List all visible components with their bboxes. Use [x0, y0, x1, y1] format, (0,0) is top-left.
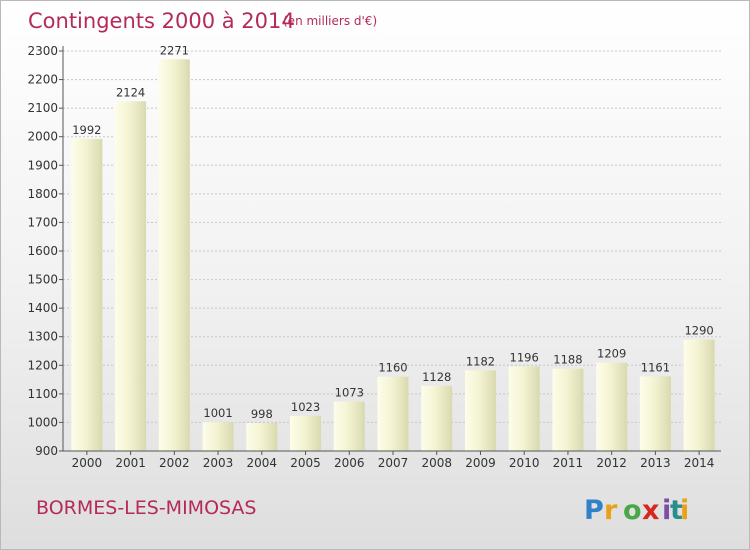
x-tick-label: 2010 [509, 456, 540, 470]
data-label: 1128 [422, 370, 451, 384]
data-label: 1073 [335, 386, 364, 400]
x-tick-label: 2005 [290, 456, 321, 470]
logo-letter: x [642, 495, 659, 526]
y-tick-label: 1600 [27, 244, 58, 258]
data-label: 1992 [72, 123, 101, 137]
data-label: 1160 [378, 361, 407, 375]
y-tick-label: 1200 [27, 358, 58, 372]
bar [71, 139, 103, 451]
logo-letter: i [680, 495, 689, 526]
data-label: 1290 [684, 324, 713, 338]
y-tick-label: 2300 [27, 44, 58, 58]
bar [246, 423, 278, 451]
logo-letter: r [604, 495, 618, 526]
commune-name: BORMES-LES-MIMOSAS [36, 497, 257, 519]
bar [464, 370, 496, 451]
bar [158, 59, 190, 452]
bar [596, 362, 628, 451]
x-tick-label: 2009 [465, 456, 496, 470]
data-label: 2271 [160, 43, 189, 57]
x-tick-label: 2003 [203, 456, 234, 470]
bar [508, 366, 540, 451]
bar [552, 368, 584, 451]
bar [421, 385, 453, 451]
bar [333, 401, 365, 451]
logo-letter: P [584, 495, 604, 526]
data-label: 1188 [553, 353, 582, 367]
value-labels: 1992 2124 2271 1001 998 1023 1073 1160 1128 1182 1… [72, 43, 714, 421]
bar [377, 376, 409, 451]
bar [290, 415, 322, 451]
data-label: 1182 [466, 354, 495, 368]
x-tick-label: 2002 [159, 456, 190, 470]
data-label: 2124 [116, 85, 145, 99]
x-tick-label: 2007 [378, 456, 409, 470]
y-axis-ticks: 900 1000 1100 1200 1300 1400 1500 1600 1700 1800 1… [27, 44, 63, 458]
x-tick-label: 2014 [684, 456, 715, 470]
x-tick-label: 2011 [553, 456, 584, 470]
x-tick-label: 2008 [421, 456, 452, 470]
chart-title: Contingents 2000 à 2014 [28, 9, 295, 33]
data-label: 1209 [597, 347, 626, 361]
logo-letter: t [670, 495, 683, 526]
y-tick-label: 1000 [27, 415, 58, 429]
y-tick-label: 1800 [27, 187, 58, 201]
data-label: 1196 [510, 350, 539, 364]
y-tick-label: 2000 [27, 130, 58, 144]
y-tick-label: 1900 [27, 158, 58, 172]
y-tick-label: 1500 [27, 273, 58, 287]
x-axis-ticks: 2000 2001 2002 2003 2004 2005 2006 2007 2008 2009… [72, 451, 715, 470]
chart-subtitle: (en milliers d'€) [283, 14, 377, 28]
logo-letter: o [623, 495, 642, 526]
y-tick-label: 2100 [27, 101, 58, 115]
bars [71, 59, 715, 452]
data-label: 1023 [291, 400, 320, 414]
bar [683, 339, 715, 451]
x-tick-label: 2006 [334, 456, 365, 470]
y-tick-label: 1400 [27, 301, 58, 315]
data-label: 1161 [641, 360, 670, 374]
bar [202, 422, 234, 451]
x-tick-label: 2012 [596, 456, 627, 470]
y-tick-label: 1300 [27, 330, 58, 344]
x-tick-label: 2001 [115, 456, 146, 470]
x-tick-label: 2013 [640, 456, 671, 470]
y-tick-label: 1700 [27, 215, 58, 229]
y-tick-label: 1100 [27, 387, 58, 401]
x-tick-label: 2000 [72, 456, 103, 470]
data-label: 998 [251, 407, 273, 421]
bar [639, 376, 671, 451]
y-tick-label: 2200 [27, 73, 58, 87]
data-label: 1001 [203, 406, 232, 420]
bar [115, 101, 147, 452]
logo-letter: i [662, 495, 671, 526]
x-tick-label: 2004 [247, 456, 278, 470]
y-tick-label: 900 [35, 444, 58, 458]
